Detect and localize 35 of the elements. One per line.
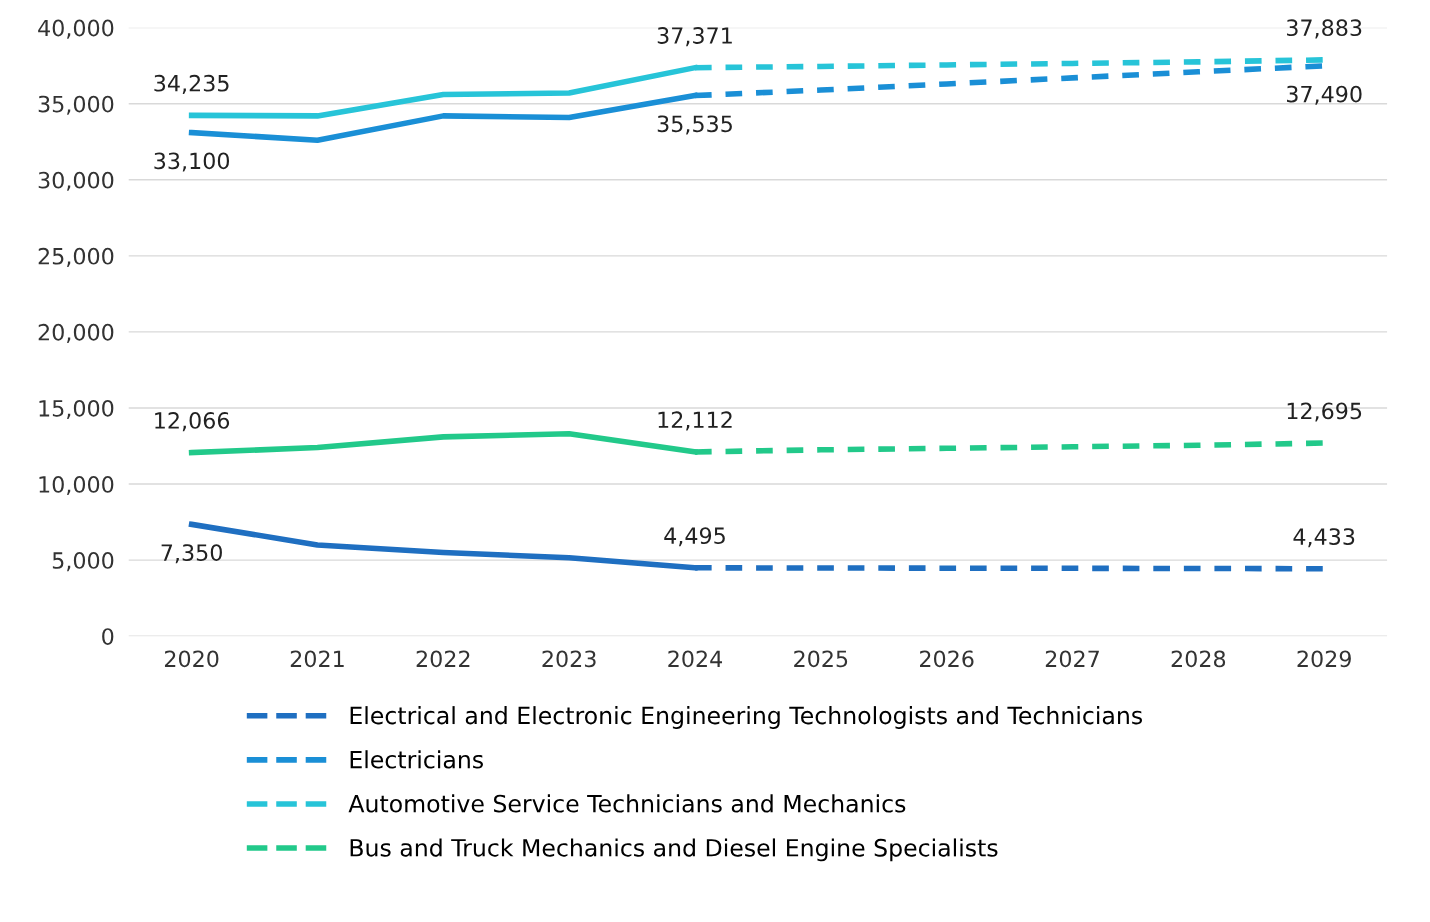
- y-tick-label: 40,000: [38, 19, 114, 39]
- annotation: 12,695: [1287, 402, 1362, 422]
- x-tick-label: 2027: [1045, 650, 1099, 668]
- x-tick-label: 2020: [164, 650, 219, 668]
- annotation: 4,495: [664, 527, 725, 547]
- legend-label: Bus and Truck Mechanics and Diesel Engine Specialists: [350, 838, 998, 862]
- annotation: 37,371: [657, 27, 732, 47]
- x-tick-label: 2026: [920, 650, 974, 668]
- x-tick-label: 2024: [668, 650, 723, 668]
- y-tick-label: 0: [102, 628, 114, 645]
- x-tick-label: 2023: [542, 650, 596, 668]
- y-tick-label: 20,000: [38, 323, 114, 343]
- legend-label: Automotive Service Technicians and Mechanics: [348, 794, 906, 813]
- x-tick-label: 2028: [1171, 650, 1226, 668]
- annotation: 35,535: [657, 115, 732, 135]
- y-tick-label: 5,000: [52, 552, 114, 572]
- legend-label: Electricians: [350, 750, 483, 769]
- annotation: 12,112: [658, 411, 732, 431]
- legend-label: Electrical and Electronic Engineering Technologists and Technicians: [350, 706, 1142, 729]
- annotation: 4,433: [1293, 528, 1355, 548]
- annotation: 7,350: [161, 544, 222, 564]
- y-tick-label: 35,000: [38, 95, 114, 115]
- annotation: 12,066: [155, 412, 230, 432]
- annotation: 37,883: [1287, 19, 1362, 39]
- x-tick-label: 2025: [794, 650, 848, 668]
- annotation: 37,490: [1287, 85, 1362, 105]
- annotation: 34,235: [154, 74, 229, 94]
- y-tick-label: 30,000: [38, 171, 114, 191]
- x-tick-label: 2029: [1297, 650, 1351, 668]
- y-tick-label: 15,000: [39, 399, 114, 420]
- x-tick-label: 2021: [290, 650, 344, 668]
- x-tick-label: 2022: [416, 650, 470, 668]
- y-tick-label: 25,000: [38, 247, 114, 267]
- y-tick-label: 10,000: [39, 476, 114, 496]
- annotation: 33,100: [154, 152, 230, 172]
